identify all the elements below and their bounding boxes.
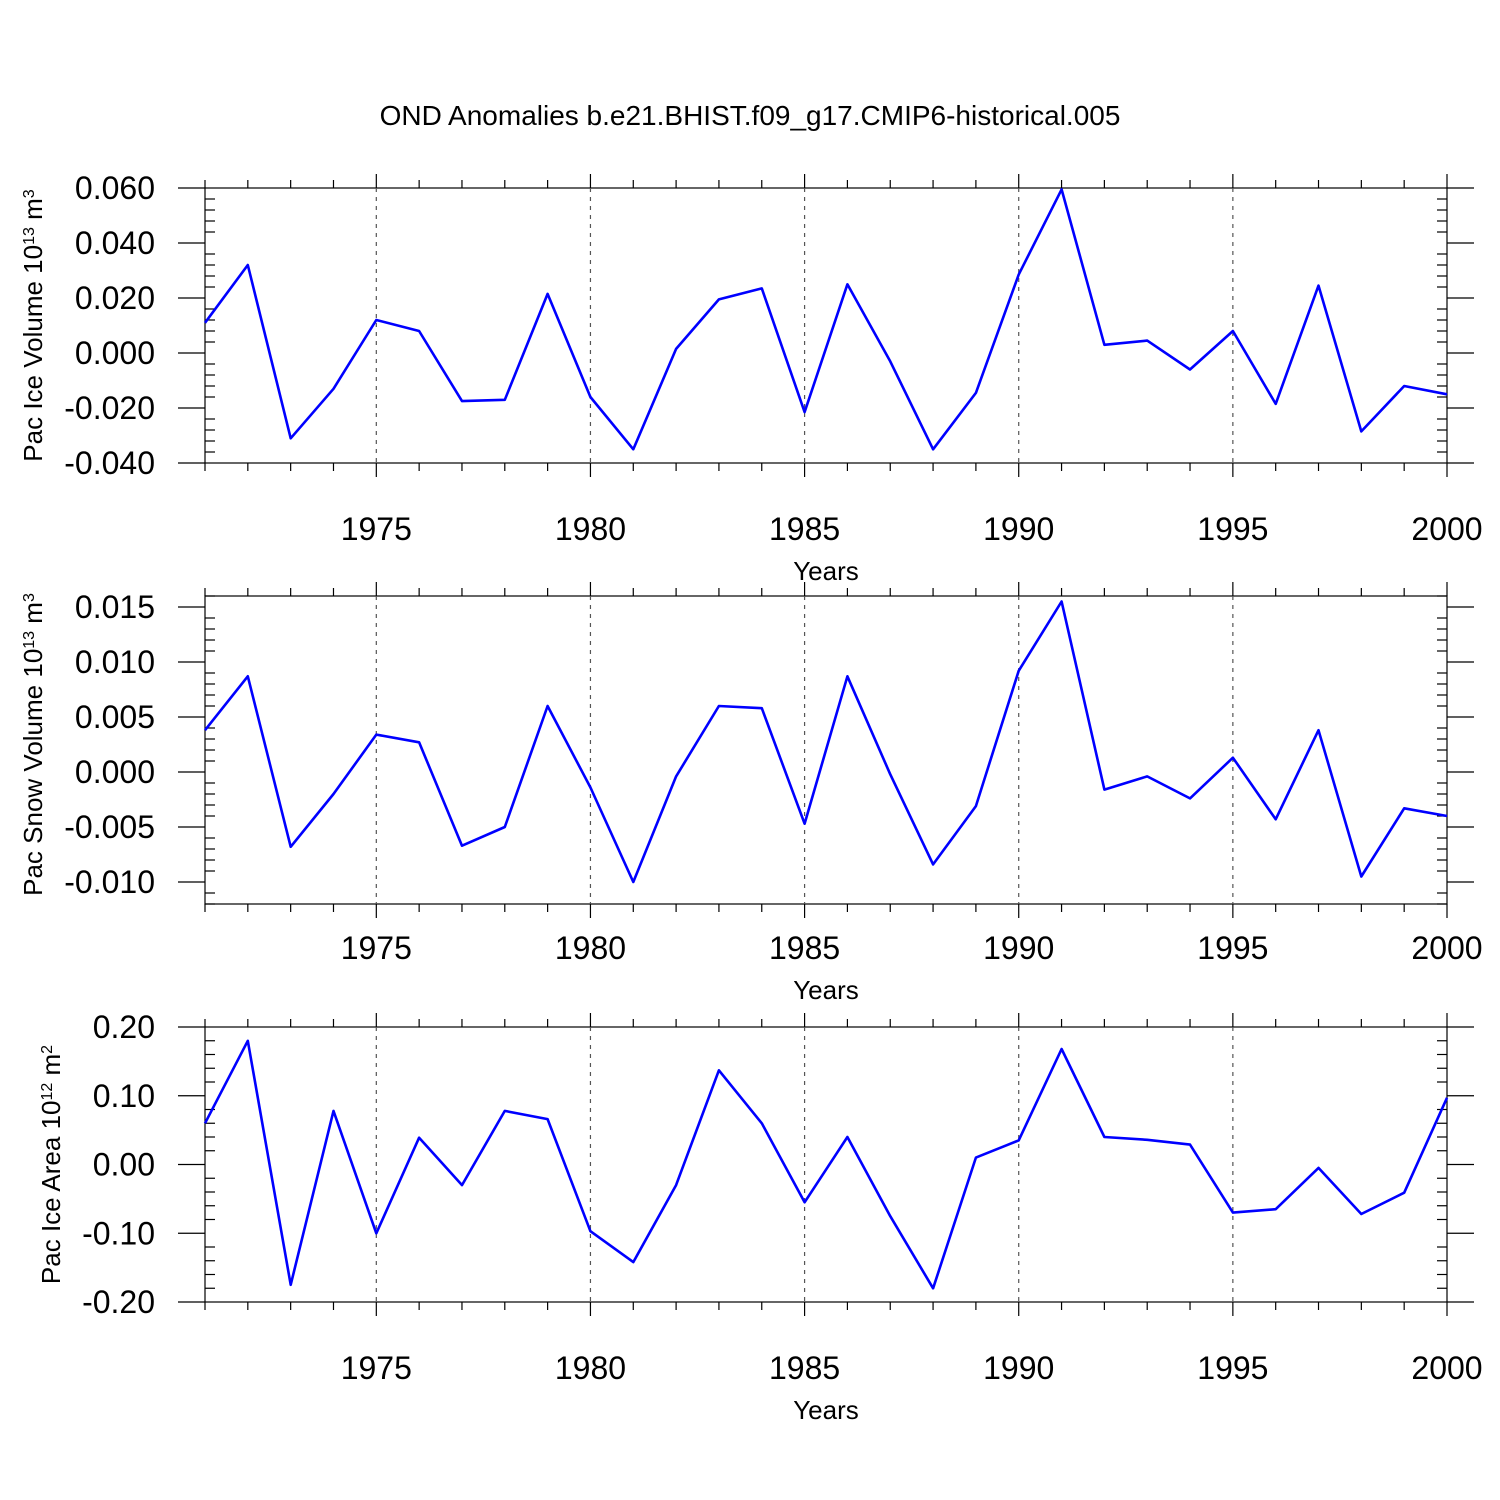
y-tick-label: 0.005 bbox=[75, 699, 155, 735]
y-tick-label: 0.00 bbox=[93, 1147, 155, 1183]
y-axis-title: Pac Ice Area 1012 m2 bbox=[36, 1045, 66, 1284]
y-tick-label: -0.005 bbox=[64, 809, 155, 845]
y-tick-label: -0.020 bbox=[64, 390, 155, 426]
series-line bbox=[203, 188, 1448, 451]
x-tick-label: 1990 bbox=[983, 511, 1054, 547]
y-tick-label: 0.000 bbox=[75, 335, 155, 371]
y-axis-title-superscript: 3 bbox=[21, 593, 38, 602]
y-axis-title-text: m bbox=[18, 602, 48, 631]
y-axis-title-superscript: 2 bbox=[39, 1045, 56, 1054]
y-axis-title-text: Pac Ice Area 10 bbox=[36, 1101, 66, 1285]
y-axis-title-text: Pac Ice Volume 10 bbox=[18, 245, 48, 462]
y-axis-title-text: Pac Snow Volume 10 bbox=[18, 649, 48, 896]
x-tick-label: 2000 bbox=[1411, 1350, 1482, 1386]
y-tick-label: 0.060 bbox=[75, 170, 155, 206]
y-tick-label: 0.020 bbox=[75, 280, 155, 316]
panel-2: 0.015 0.010 0.005 0.000 -0.005 -0.010 1975 1980… bbox=[18, 582, 1483, 1005]
panel-3: 0.20 0.10 0.00 -0.10 -0.20 1975 1980 1985 1990 19… bbox=[36, 1009, 1483, 1425]
series-line bbox=[203, 1039, 1449, 1290]
y-axis-title: Pac Snow Volume 1013 m3 bbox=[18, 593, 48, 896]
y-tick-label: 0.010 bbox=[75, 644, 155, 680]
x-tick-label: 1995 bbox=[1197, 930, 1268, 966]
x-tick-label: 1980 bbox=[555, 1350, 626, 1386]
panels: 0.060 0.040 0.020 0.000 -0.020 -0.040 1975 1980… bbox=[18, 170, 1483, 1425]
x-tick-label: 1995 bbox=[1197, 511, 1268, 547]
y-axis-title-superscript: 3 bbox=[21, 189, 38, 198]
x-tick-label: 1975 bbox=[341, 1350, 412, 1386]
y-tick-label: -0.010 bbox=[64, 864, 155, 900]
chart-title: OND Anomalies b.e21.BHIST.f09_g17.CMIP6-… bbox=[380, 100, 1121, 131]
series-line bbox=[203, 600, 1448, 884]
x-tick-label: 1980 bbox=[555, 930, 626, 966]
plot-frame bbox=[204, 1026, 1448, 1303]
x-tick-label: 2000 bbox=[1411, 511, 1482, 547]
x-tick-label: 1985 bbox=[769, 930, 840, 966]
plot-frame bbox=[204, 187, 1448, 464]
x-axis-title: Years bbox=[793, 1395, 859, 1425]
x-tick-label: 1985 bbox=[769, 511, 840, 547]
y-axis-title-text: m bbox=[36, 1054, 66, 1083]
y-tick-label: 0.015 bbox=[75, 589, 155, 625]
x-tick-label: 2000 bbox=[1411, 930, 1482, 966]
x-axis-title: Years bbox=[793, 975, 859, 1005]
x-tick-label: 1990 bbox=[983, 1350, 1054, 1386]
y-tick-label: -0.20 bbox=[82, 1284, 155, 1320]
x-tick-label: 1995 bbox=[1197, 1350, 1268, 1386]
y-axis-title-superscript: 13 bbox=[21, 631, 38, 649]
x-tick-label: 1975 bbox=[341, 930, 412, 966]
y-tick-label: 0.040 bbox=[75, 225, 155, 261]
y-tick-label: -0.040 bbox=[64, 445, 155, 481]
x-axis-title: Years bbox=[793, 556, 859, 586]
x-tick-label: 1980 bbox=[555, 511, 626, 547]
y-tick-label: 0.20 bbox=[93, 1009, 155, 1045]
y-tick-label: 0.000 bbox=[75, 754, 155, 790]
y-axis-title-superscript: 13 bbox=[21, 227, 38, 245]
y-tick-label: 0.10 bbox=[93, 1078, 155, 1114]
panel-1: 0.060 0.040 0.020 0.000 -0.020 -0.040 1975 1980… bbox=[18, 170, 1483, 586]
y-axis-title-superscript: 12 bbox=[39, 1083, 56, 1101]
x-tick-label: 1975 bbox=[341, 511, 412, 547]
x-tick-label: 1990 bbox=[983, 930, 1054, 966]
x-tick-label: 1985 bbox=[769, 1350, 840, 1386]
y-tick-label: -0.10 bbox=[82, 1215, 155, 1251]
y-axis-title: Pac Ice Volume 1013 m3 bbox=[18, 189, 48, 462]
y-axis-title-text: m bbox=[18, 198, 48, 227]
